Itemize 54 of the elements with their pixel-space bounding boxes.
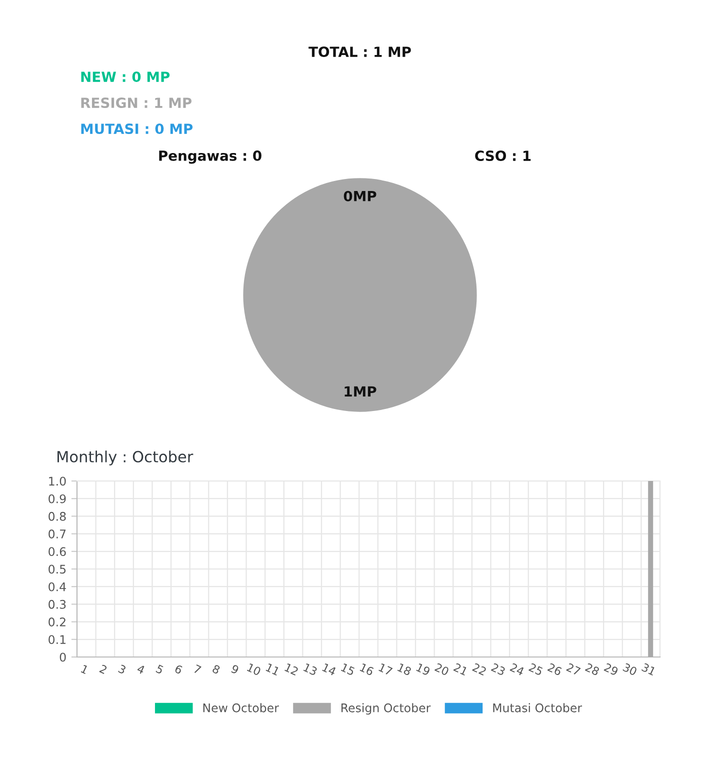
x-tick-label: 10 bbox=[246, 663, 262, 676]
y-tick-label: 0.7 bbox=[48, 530, 66, 538]
x-tick-label: 27 bbox=[566, 662, 581, 676]
x-tick-label: 26 bbox=[547, 662, 562, 676]
legend-label: Mutasi October bbox=[493, 703, 582, 712]
x-tick-label: 30 bbox=[622, 662, 638, 676]
x-tick-label: 12 bbox=[284, 663, 299, 676]
x-tick-label: 6 bbox=[174, 664, 183, 674]
legend-label: New October bbox=[203, 703, 279, 712]
slice-label: CSO : 1 bbox=[475, 150, 531, 162]
x-tick-label: 17 bbox=[378, 663, 393, 676]
data-label: 1MP bbox=[344, 386, 376, 396]
x-tick-label: 14 bbox=[322, 663, 337, 676]
x-tick-label: 18 bbox=[397, 663, 412, 676]
x-tick-label: 4 bbox=[136, 664, 146, 674]
chart-title: TOTAL : 1 MP bbox=[308, 46, 411, 58]
text: RESIGN : 1 MP bbox=[81, 98, 192, 108]
y-tick-label: 0.6 bbox=[48, 547, 66, 556]
x-tick-label: 25 bbox=[528, 662, 544, 676]
x-tick-label: 29 bbox=[604, 662, 619, 676]
x-tick-label: 31 bbox=[641, 662, 656, 676]
x-tick-label: 15 bbox=[340, 663, 356, 676]
x-tick-label: 7 bbox=[193, 664, 202, 674]
x-tick-label: 24 bbox=[510, 662, 525, 676]
x-tick-label: 13 bbox=[303, 663, 318, 676]
x-tick-label: 28 bbox=[584, 662, 600, 676]
x-tick-label: 23 bbox=[490, 662, 506, 676]
x-tick-label: 5 bbox=[156, 664, 164, 674]
x-tick-label: 1 bbox=[80, 664, 89, 674]
x-tick-label: 11 bbox=[266, 663, 280, 676]
x-tick-label: 20 bbox=[434, 662, 450, 676]
x-tick-label: 16 bbox=[360, 663, 374, 676]
x-tick-label: 2 bbox=[99, 664, 108, 674]
y-tick-label: 0.5 bbox=[48, 564, 66, 574]
chart-title: Monthly : October bbox=[58, 450, 194, 466]
category-label: Pengawas : 0 bbox=[159, 150, 262, 164]
x-tick-label: 19 bbox=[416, 663, 431, 676]
y-tick-label: 0.9 bbox=[48, 494, 66, 504]
text: NEW : 0 MP bbox=[81, 72, 170, 82]
y-tick-label: 0.8 bbox=[48, 512, 66, 521]
x-tick-label: 9 bbox=[230, 664, 240, 674]
text: MUTASI : 0 MP bbox=[81, 124, 193, 134]
x-tick-label: 8 bbox=[212, 664, 220, 674]
y-tick-label: 0.2 bbox=[48, 618, 66, 626]
x-tick-label: 21 bbox=[453, 662, 468, 676]
y-tick-label: 0.3 bbox=[48, 600, 66, 609]
x-tick-label: 3 bbox=[118, 664, 126, 674]
x-tick-label: 22 bbox=[472, 662, 487, 676]
y-tick-label: 0.1 bbox=[48, 635, 66, 644]
y-tick-label: 0.4 bbox=[48, 582, 66, 592]
y-tick-label: 0 bbox=[60, 652, 66, 662]
legend-label: Resign October bbox=[341, 703, 431, 715]
text: 0MP bbox=[344, 190, 376, 202]
y-tick-label: 1.0 bbox=[49, 476, 66, 486]
